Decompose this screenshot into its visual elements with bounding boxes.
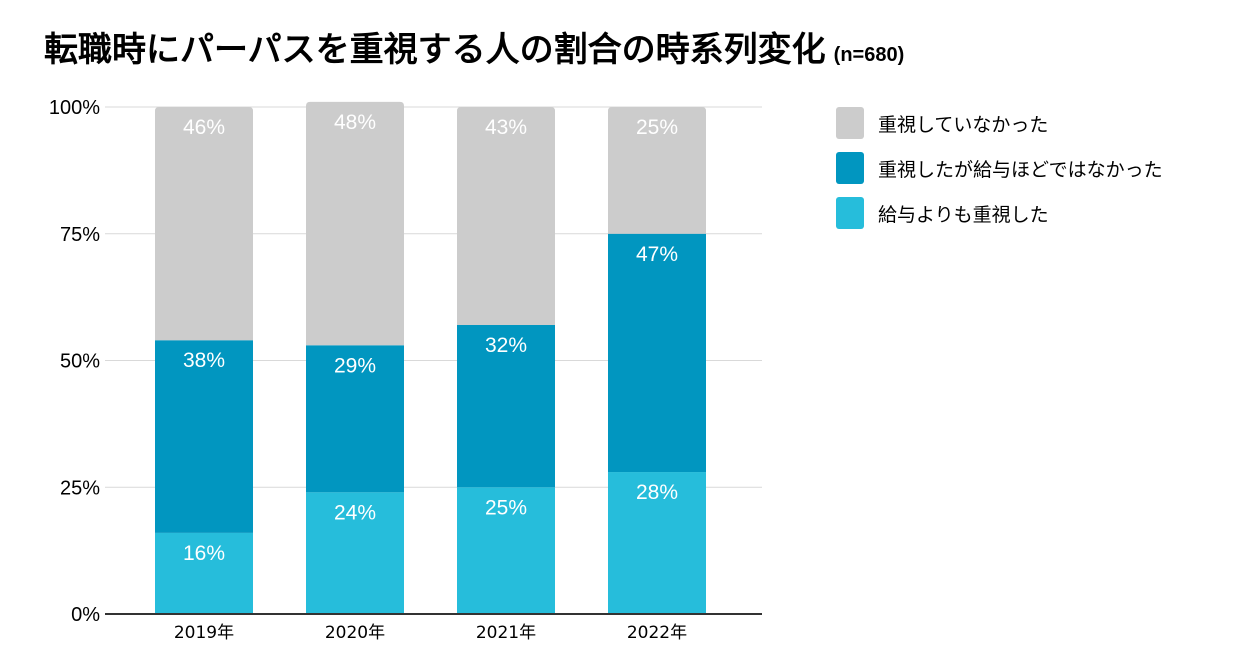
data-label-valued_more_than_salary-3: 28% [636,481,678,504]
legend-label-valued-less: 重視したが給与ほどではなかった [878,158,1163,181]
bar-segment-valued_less_than_salary-0 [155,340,253,533]
bar-segment-valued_less_than_salary-1 [306,345,404,493]
legend-label-valued-more: 給与よりも重視した [878,203,1049,226]
data-label-not_valued-0: 46% [183,116,225,139]
legend-label-not-valued: 重視していなかった [878,113,1049,136]
y-tick-label-25: 25% [60,477,100,499]
bar-segment-valued_less_than_salary-2 [457,325,555,488]
data-label-valued_less_than_salary-3: 47% [636,243,678,266]
y-tick-label-100: 100% [49,97,100,119]
x-tick-label-3: 2022年 [627,623,687,643]
data-label-valued_more_than_salary-2: 25% [485,496,527,519]
data-label-valued_more_than_salary-0: 16% [183,542,225,565]
data-label-not_valued-1: 48% [334,111,376,134]
legend-swatch-valued-more [836,197,864,229]
data-label-not_valued-3: 25% [636,116,678,139]
bar-segment-not_valued-1 [306,101,404,346]
chart-title-main: 転職時にパーパスを重視する人の割合の時系列変化 [44,30,826,70]
legend-swatch-not-valued [836,107,864,139]
bar-segment-not_valued-0 [155,107,253,341]
y-tick-label-0: 0% [71,604,100,626]
legend-item-valued-more: 給与よりも重視した [836,197,1163,229]
x-tick-label-2: 2021年 [476,623,536,643]
legend-swatch-valued-less [836,152,864,184]
data-label-valued_less_than_salary-1: 29% [334,354,376,377]
bar-segment-valued_more_than_salary-2 [457,487,555,614]
bar-segment-not_valued-3 [608,107,706,234]
bar-segment-valued_more_than_salary-3 [608,472,706,614]
data-label-not_valued-2: 43% [485,116,527,139]
y-tick-label-75: 75% [60,224,100,246]
data-label-valued_less_than_salary-2: 32% [485,334,527,357]
bar-segment-valued_more_than_salary-1 [306,492,404,614]
chart-title: 転職時にパーパスを重視する人の割合の時系列変化 (n=680) [44,22,904,72]
x-tick-label-0: 2019年 [174,623,234,643]
legend-item-valued-less: 重視したが給与ほどではなかった [836,152,1163,184]
chart-sample-size: (n=680) [833,44,905,66]
bar-segment-valued_more_than_salary-0 [155,532,253,614]
y-tick-label-50: 50% [60,351,100,373]
chart-legend: 重視していなかった 重視したが給与ほどではなかった 給与よりも重視した [836,107,1163,242]
bar-segment-not_valued-2 [457,107,555,326]
x-tick-label-1: 2020年 [325,623,385,643]
data-label-valued_more_than_salary-1: 24% [334,501,376,524]
bar-segment-valued_less_than_salary-3 [608,233,706,473]
legend-item-not-valued: 重視していなかった [836,107,1163,139]
data-label-valued_less_than_salary-0: 38% [183,349,225,372]
